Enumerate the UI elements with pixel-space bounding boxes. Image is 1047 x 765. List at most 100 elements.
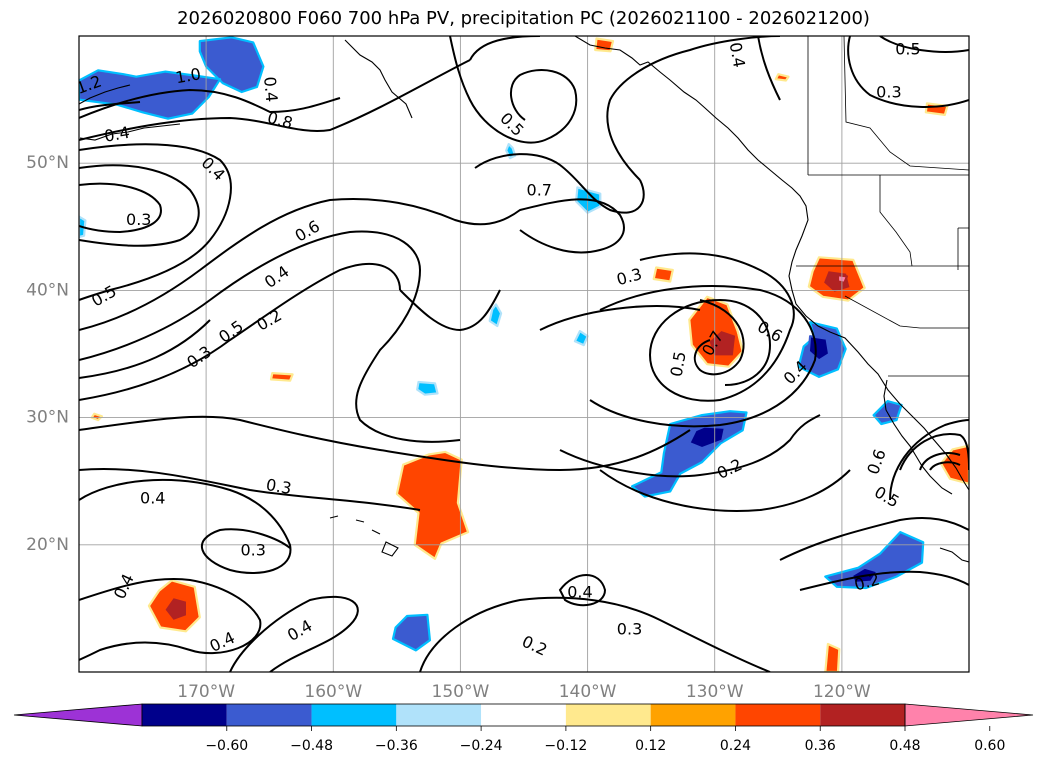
contour-line-0-2-mex [799,570,969,591]
contour-line-1-0 [79,88,341,119]
ytick-label-40: 40°N [26,280,69,300]
colorbar-tick-label-1: −0.48 [290,738,333,754]
xtick-label-150: 150°W [432,682,490,702]
colorbar-tick-label-6: 0.24 [720,738,751,754]
map-frame [78,35,970,673]
precip-region-red-small-2 [90,412,104,422]
precip-region-red-mex-east [939,444,969,485]
colorbar-tick-label-8: 0.48 [889,738,920,754]
contour-line-0-2-ca2 [599,469,851,512]
contour-label-1: 1.0 [174,64,202,87]
colorbar-bin-4 [396,704,482,726]
precip-region-red-small-4 [594,37,615,53]
precip-region-red-small-1 [269,372,294,382]
colorbar-bin-2 [226,704,312,726]
contour-line-0-4-ca [589,285,817,428]
contour-line-0-4-ne [757,36,781,101]
contour-line-0-7-n [474,153,645,214]
ytick-label-30: 30°N [26,408,69,428]
contour-line-0-6 [79,198,625,331]
colorbar-bin-7 [650,704,736,726]
colorbar-tick-label-7: 0.36 [805,738,836,754]
precip-region-hawaii-n-bluedot [416,380,439,396]
coastline-aleutian [79,84,131,105]
contour-label-13: 0.7 [527,181,552,200]
precip-region-blue-core-130 [688,425,727,450]
political-borders [796,36,969,377]
contour-line-0-4-loop [558,574,607,607]
contour-line-0-4-sw2 [79,578,262,661]
coastline-mexico-south [939,547,969,563]
contour-line-1-2 [79,101,141,111]
contour-label-32: 0.4 [567,583,592,602]
border-states-1 [879,175,913,267]
contour-line-0-4-sw [79,478,292,574]
contour-line-0-3-ne [847,36,969,108]
contour-line-0-3-s2 [79,468,421,511]
coastline-alaska-sw [344,39,413,119]
colorbar-tick-label-4: −0.12 [544,738,587,754]
colorbar-bin-3 [311,704,397,726]
contour-label-33: 0.3 [617,620,642,639]
contour-label-25: 0.3 [876,83,901,102]
contour-line-0-2-w [79,262,401,401]
colorbar: −0.60 −0.48 −0.36 −0.24 −0.12 0.12 0.24 0.36 0.4… [13,703,1034,754]
contour-line-0-3-c2 [399,289,501,332]
colorbar-frame [141,703,906,727]
contour-line-0-2-ca [559,414,821,478]
contour-label-35: 0.4 [726,41,749,69]
ytick-label-50: 50°N [26,153,69,173]
coastline-west-na [574,36,969,491]
colorbar-bin-1 [142,704,227,726]
axes: 20°N 30°N 40°N 50°N 170°W 160°W 150°W 140°W 130°… [26,153,871,702]
colorbar-tick-label-9: 0.60 [974,738,1005,754]
contour-line-0-3-s3 [419,596,771,672]
contour-line-0-3-c [79,319,211,379]
contour-label-23: 0.4 [260,76,281,103]
contour-line-0-5-mex [779,517,969,561]
contour-line-0-5-mex2 [889,419,969,501]
contour-line-0-4-c [79,230,461,443]
xtick-label-120: 120°W [813,682,871,702]
xtick-label-140: 140°W [559,682,617,702]
contour-line-0-3-w [79,182,162,234]
precip-region-blue-s-mex [824,530,925,590]
contour-label-27: 0.3 [265,475,293,498]
contour-label-28: 0.3 [240,541,265,560]
precip-region-red-central-pac [395,450,470,560]
contour-label-24: 0.5 [895,39,920,58]
contour-line-0-5-ne [879,36,969,53]
coastlines [79,36,969,563]
contour-line-0-6-n [606,36,781,181]
contour-line-0-4-s [229,595,359,672]
colorbar-extend-low [13,703,143,727]
colorbar-bin-6 [565,704,651,726]
ytick-label-20: 20°N [26,535,69,555]
contour-line-0-7-mex [919,452,961,471]
contour-line-0-4-w [79,164,200,247]
border-provinces [843,36,969,171]
contour-line-0-5-w [79,143,232,301]
pv-contours [79,36,969,672]
contour-label-3: 0.4 [103,123,131,146]
border-states-3 [844,295,969,329]
colorbar-bin-5 [481,704,566,726]
precip-region-red-n-ca-pink [836,274,849,284]
contour-label-26: 0.4 [140,489,165,508]
precip-region-blue-hawaii-s [391,613,431,652]
border-states-4 [957,227,969,270]
colorbar-bin-8 [735,704,821,726]
contour-label-17: 0.5 [667,350,690,378]
xtick-label-170: 170°W [177,682,235,702]
contour-line-spiral-ca [639,252,795,402]
contour-label-5: 0.3 [126,210,151,229]
precip-region-red-w-pac-core [163,595,189,623]
colorbar-tick-label-3: −0.24 [460,738,503,754]
xtick-label-130: 130°W [686,682,744,702]
colorbar-tick-label-2: −0.36 [375,738,418,754]
gridlines [79,36,969,672]
colorbar-tick-label-5: 0.12 [635,738,666,754]
colorbar-extend-high [904,703,1034,727]
contour-line-0-7-ca [693,299,745,376]
